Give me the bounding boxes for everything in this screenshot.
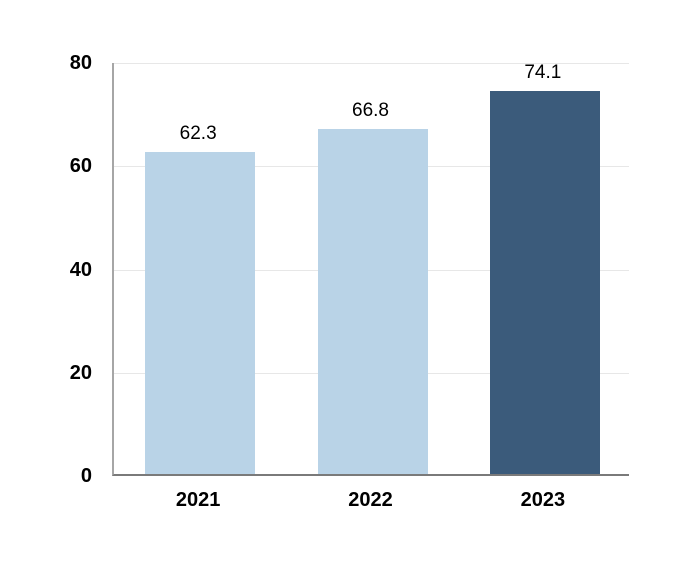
x-category-label: 2022 <box>348 489 393 511</box>
bar-2022 <box>317 129 428 474</box>
plot-area <box>112 63 629 476</box>
y-tick-label: 0 <box>80 465 92 487</box>
y-tick-label: 60 <box>69 155 92 178</box>
bar-2023 <box>489 91 600 474</box>
y-tick-label: 20 <box>69 361 92 384</box>
gridline <box>114 63 629 64</box>
x-category-label: 2021 <box>175 489 221 511</box>
bar-value-label: 74.1 <box>524 62 562 84</box>
y-tick-label: 40 <box>69 258 92 281</box>
x-category-label: 2023 <box>520 489 566 511</box>
y-tick-label: 80 <box>69 52 92 74</box>
bar-value-label: 66.8 <box>352 100 389 122</box>
bar-value-label: 62.3 <box>179 123 217 145</box>
bar-2021 <box>145 152 256 474</box>
